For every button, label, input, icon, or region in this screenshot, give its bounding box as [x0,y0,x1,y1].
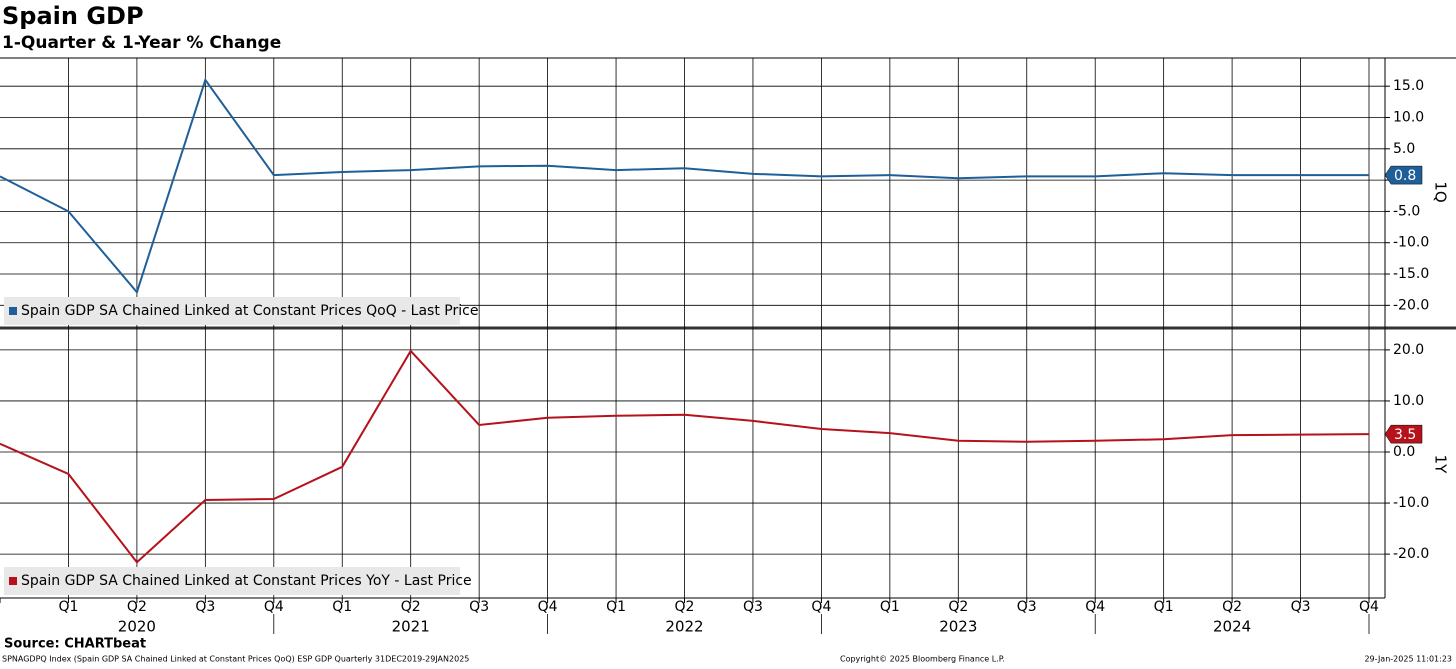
x-tick-label: Q2 [948,599,968,615]
y-tick-label: 5.0 [1393,141,1415,157]
x-tick-label: Q4 [538,599,558,615]
legend-swatch [9,307,17,315]
x-tick-label: Q4 [1359,599,1379,615]
x-tick-label: Q4 [264,599,284,615]
legend-label: Spain GDP SA Chained Linked at Constant … [21,303,478,319]
x-tick-label: Q4 [1085,599,1105,615]
x-tick-label: Q1 [58,599,78,615]
copyright: Copyright© 2025 Bloomberg Finance L.P. [840,655,1005,664]
year-label: 2023 [939,618,977,636]
y-tick-label: -20.0 [1393,546,1429,562]
y-tick-label: -5.0 [1393,203,1420,219]
legend-label: Spain GDP SA Chained Linked at Constant … [21,573,472,589]
y-tick-label: -10.0 [1393,495,1429,511]
source: Source: CHARTbeat [4,637,146,652]
last-value-label: 0.8 [1394,168,1416,184]
x-tick-label: Q1 [1154,599,1174,615]
last-value-tag [1384,165,1423,185]
x-tick-label: Q1 [332,599,352,615]
y-tick-label: 10.0 [1393,393,1424,409]
y-tick-label: -10.0 [1393,235,1429,251]
y-tick-label: 0.0 [1393,444,1415,460]
legend-swatch [9,577,17,585]
y-tick-label: -20.0 [1393,297,1429,313]
year-label: 2020 [118,618,156,636]
year-label: 2021 [392,618,430,636]
chart-title: Spain GDP [2,2,144,30]
y-tick-label: 10.0 [1393,109,1424,125]
x-tick-label: Q2 [675,599,695,615]
last-value-label: 3.5 [1394,427,1416,443]
y-tick-label: 20.0 [1393,342,1424,358]
footer-index: SPNAGDPQ Index (Spain GDP SA Chained Lin… [2,655,469,664]
data-line [0,349,1370,564]
x-tick-label: Q2 [127,599,147,615]
x-tick-label: Q1 [606,599,626,615]
timestamp: 29-Jan-2025 11:01:23 [1364,655,1452,664]
y-tick-label: -15.0 [1393,266,1429,282]
x-tick-label: Q3 [469,599,489,615]
last-value-tag [1384,424,1423,444]
x-tick-label: Q2 [1222,599,1242,615]
x-tick-label: Q1 [880,599,900,615]
x-tick-label: Q3 [1017,599,1037,615]
y-tick-label: 15.0 [1393,78,1424,94]
legend-box [4,297,460,325]
y-axis-label: 1Q [1432,181,1450,202]
x-tick-label: Q3 [1291,599,1311,615]
x-tick-label: Q3 [195,599,215,615]
x-tick-label: Q3 [743,599,763,615]
year-label: 2022 [665,618,703,636]
chart-subtitle: 1-Quarter & 1-Year % Change [2,33,281,53]
x-tick-label: Q2 [401,599,421,615]
legend-box [4,567,460,595]
data-line [0,77,1369,295]
y-axis-label: 1Y [1432,455,1450,475]
year-label: 2024 [1213,618,1251,636]
x-tick-label: Q4 [811,599,831,615]
